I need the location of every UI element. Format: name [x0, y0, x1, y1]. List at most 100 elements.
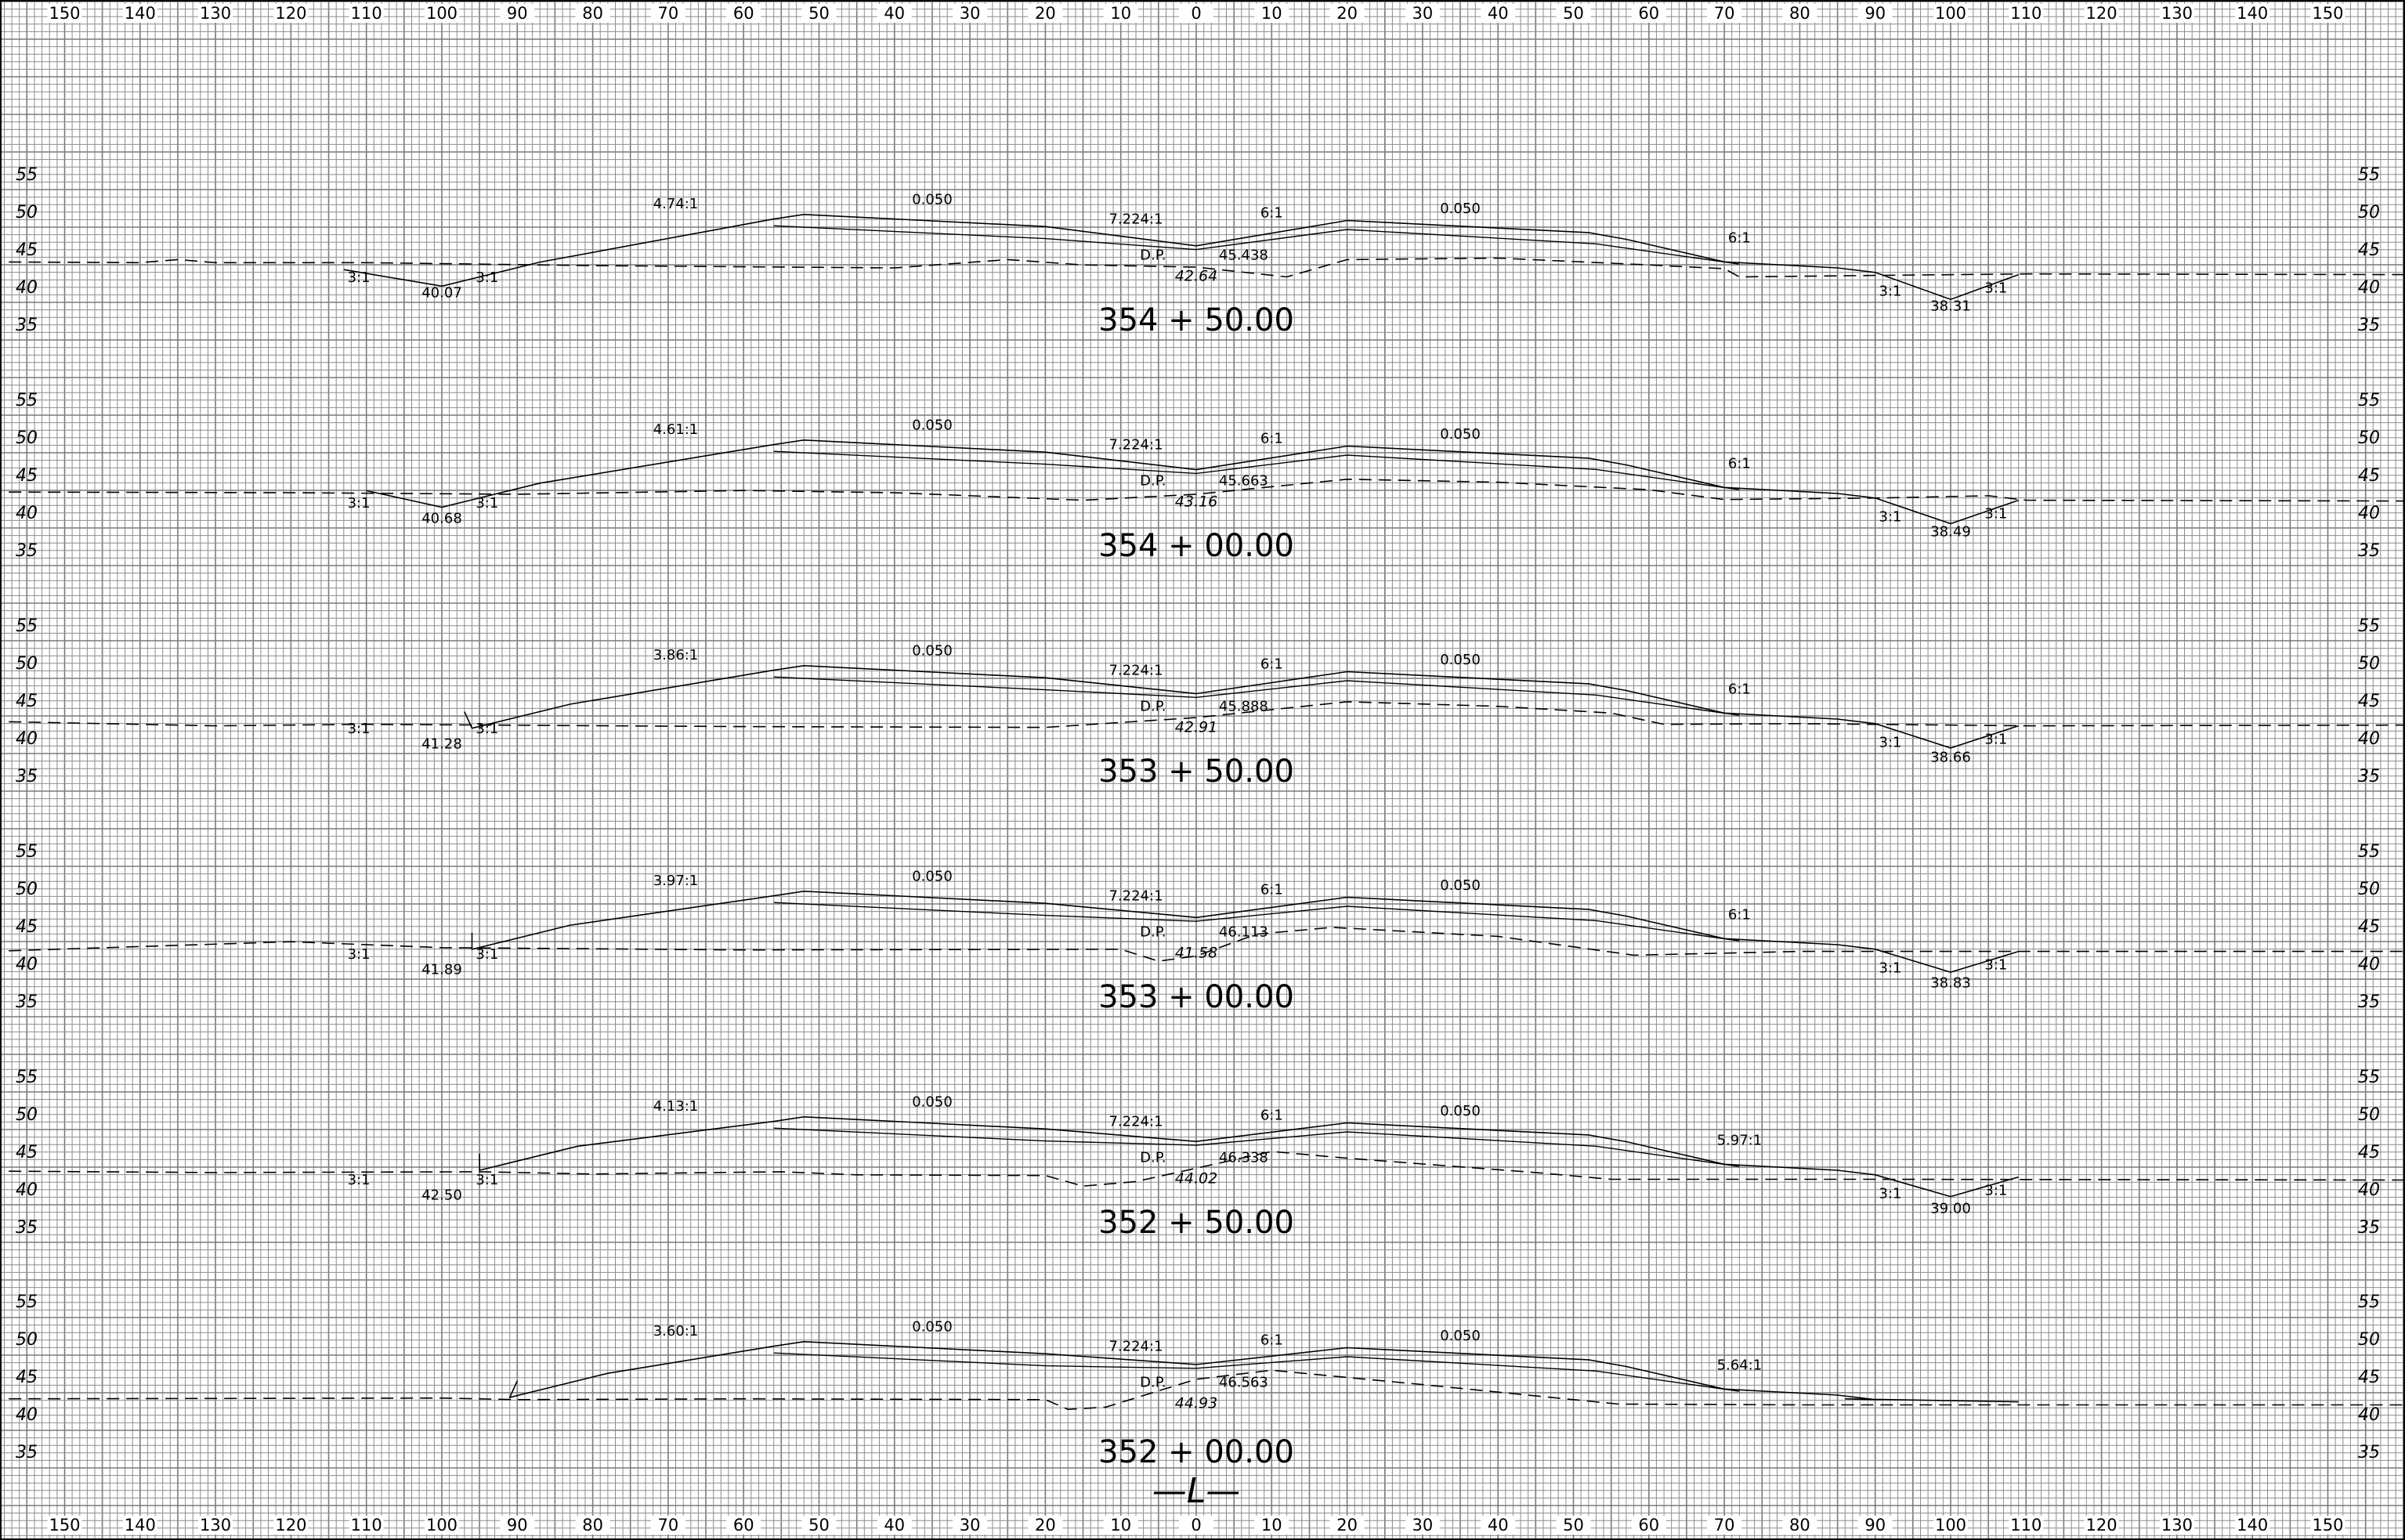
- elevation-tick-label: 50: [16, 1105, 38, 1125]
- axis-label-backing: [1179, 4, 1213, 23]
- design-point-label: D.P.: [1140, 247, 1166, 263]
- offset-tick-label: 110: [351, 1516, 382, 1535]
- offset-tick-label: 140: [2237, 4, 2268, 23]
- offset-tick-label: 150: [49, 1516, 80, 1535]
- existing-ground-elevation: 44.02: [1175, 1169, 1217, 1187]
- design-template-top: [464, 664, 2019, 749]
- bottom-offset-axis: 150 140 130 120 110 100 90 80 70 60 50 40 30 20 10 0 10 2…: [47, 1516, 2345, 1535]
- left-fill-slope-label: 4.61:1: [653, 421, 699, 438]
- offset-tick-label: 30: [1412, 4, 1434, 23]
- axis-label-backing: [1707, 4, 1742, 23]
- left-ditch-elevation: 40.07: [421, 284, 462, 301]
- elevation-tick-label: 45: [16, 1368, 38, 1387]
- existing-ground-elevation: 43.16: [1175, 493, 1217, 510]
- axis-label-backing: [877, 4, 912, 23]
- offset-tick-label: 30: [960, 1516, 981, 1535]
- design-template-subgrade: [773, 1127, 1740, 1167]
- offset-tick-label: 80: [1789, 4, 1810, 23]
- elevation-tick-label: 45: [2358, 240, 2380, 260]
- axis-label-backing: [349, 1516, 384, 1535]
- offset-tick-label: 60: [733, 1516, 754, 1535]
- axis-label-backing: [500, 4, 535, 23]
- offset-tick-label: 90: [1864, 1516, 1886, 1535]
- right-ditch-elevation: 38.83: [1930, 975, 1971, 992]
- axis-label-backing: [2310, 4, 2345, 23]
- right-ditch-slope-label: 3:1: [1879, 735, 1902, 751]
- axis-label-backing: [2009, 1516, 2044, 1535]
- existing-ground-line: [0, 1369, 2403, 1411]
- elevation-tick-label: 55: [2358, 1068, 2380, 1087]
- left-fill-slope-label: 3.60:1: [653, 1323, 699, 1339]
- offset-tick-label: 150: [49, 4, 80, 23]
- right-ditch-elevation: 38.66: [1930, 750, 1971, 766]
- offset-tick-label: 20: [1336, 4, 1358, 23]
- existing-ground-line: [0, 927, 2403, 962]
- offset-tick-label: 100: [426, 4, 457, 23]
- right-median-slope-label: 6:1: [1260, 656, 1283, 673]
- elevation-tick-label: 45: [2358, 1368, 2380, 1387]
- elevation-tick-label: 50: [2358, 203, 2380, 222]
- left-cross-slope-label: 0.050: [912, 191, 953, 208]
- right-ditch-elevation: 38.31: [1930, 298, 1971, 315]
- existing-ground-line: [0, 701, 2403, 728]
- left-cross-slope-label: 0.050: [912, 1094, 953, 1110]
- design-point-elevation: 46.563: [1219, 1374, 1268, 1390]
- existing-ground-line: [0, 257, 2403, 278]
- axis-label-backing: [2009, 4, 2044, 23]
- axis-label-backing: [1556, 4, 1591, 23]
- offset-tick-label: 150: [2312, 1516, 2343, 1535]
- elevation-tick-label: 35: [2358, 316, 2380, 335]
- design-point-label: D.P.: [1140, 924, 1166, 940]
- axis-label-backing: [650, 1516, 685, 1535]
- design-template-top: [366, 439, 2019, 525]
- offset-tick-label: 10: [1261, 1516, 1282, 1535]
- right-ditch-slope-label: 3:1: [1984, 280, 2007, 297]
- axis-label-backing: [1481, 1516, 1516, 1535]
- elevation-tick-label: 40: [16, 1180, 38, 1200]
- elevation-tick-label: 40: [2358, 1405, 2380, 1425]
- elevation-tick-label: 45: [16, 917, 38, 937]
- elevation-tick-label: 40: [2358, 1180, 2380, 1200]
- left-fill-slope-label: 4.74:1: [653, 196, 699, 212]
- elevation-tick-label: 35: [16, 767, 38, 786]
- left-cross-slope-label: 0.050: [912, 642, 953, 659]
- station-label: 354 + 50.00: [1098, 302, 1294, 338]
- axis-label-backing: [726, 1516, 761, 1535]
- offset-tick-label: 120: [2086, 4, 2117, 23]
- elevation-tick-label: 40: [2358, 955, 2380, 974]
- axis-label-backing: [953, 1516, 988, 1535]
- right-ditch-elevation: 38.49: [1930, 524, 1971, 540]
- axis-label-backing: [122, 1516, 157, 1535]
- elevation-tick-label: 55: [16, 1292, 38, 1312]
- station-label: 353 + 00.00: [1098, 979, 1294, 1015]
- left-median-slope-label: 7.224:1: [1108, 211, 1163, 227]
- existing-ground-line: [0, 478, 2403, 502]
- elevation-tick-label: 35: [2358, 541, 2380, 561]
- left-median-slope-label: 7.224:1: [1108, 887, 1163, 904]
- axis-label-backing: [47, 1516, 82, 1535]
- right-ditch-slope-label: 3:1: [1879, 509, 1902, 526]
- design-point-elevation: 46.113: [1219, 924, 1268, 940]
- offset-tick-label: 10: [1110, 4, 1131, 23]
- elevation-tick-label: 35: [16, 541, 38, 561]
- offset-tick-label: 60: [733, 4, 754, 23]
- elevation-tick-label: 35: [16, 1443, 38, 1462]
- right-median-slope-label: 6:1: [1260, 1108, 1283, 1124]
- offset-tick-label: 140: [2237, 1516, 2268, 1535]
- left-ditch-slope-label: 3:1: [348, 495, 371, 512]
- existing-ground-elevation: 42.64: [1175, 267, 1217, 284]
- axis-label-backing: [1103, 1516, 1138, 1535]
- axis-label-backing: [953, 4, 988, 23]
- axis-label-backing: [2310, 1516, 2345, 1535]
- right-ditch-slope-label: 3:1: [1984, 1183, 2007, 1199]
- left-ditch-slope-label: 3:1: [476, 946, 498, 963]
- elevation-tick-label: 50: [16, 654, 38, 674]
- left-cross-slope-label: 0.050: [912, 1318, 953, 1335]
- axis-label-backing: [2084, 1516, 2119, 1535]
- left-ditch-slope-label: 3:1: [348, 269, 371, 286]
- design-template-subgrade: [773, 1352, 1740, 1392]
- cross-section: 55 55 50 50 45 45 40 40 35 35 4.61:1 0.050 7.224:1 6:…: [0, 391, 2403, 564]
- elevation-tick-label: 40: [16, 729, 38, 749]
- axis-label-backing: [575, 1516, 610, 1535]
